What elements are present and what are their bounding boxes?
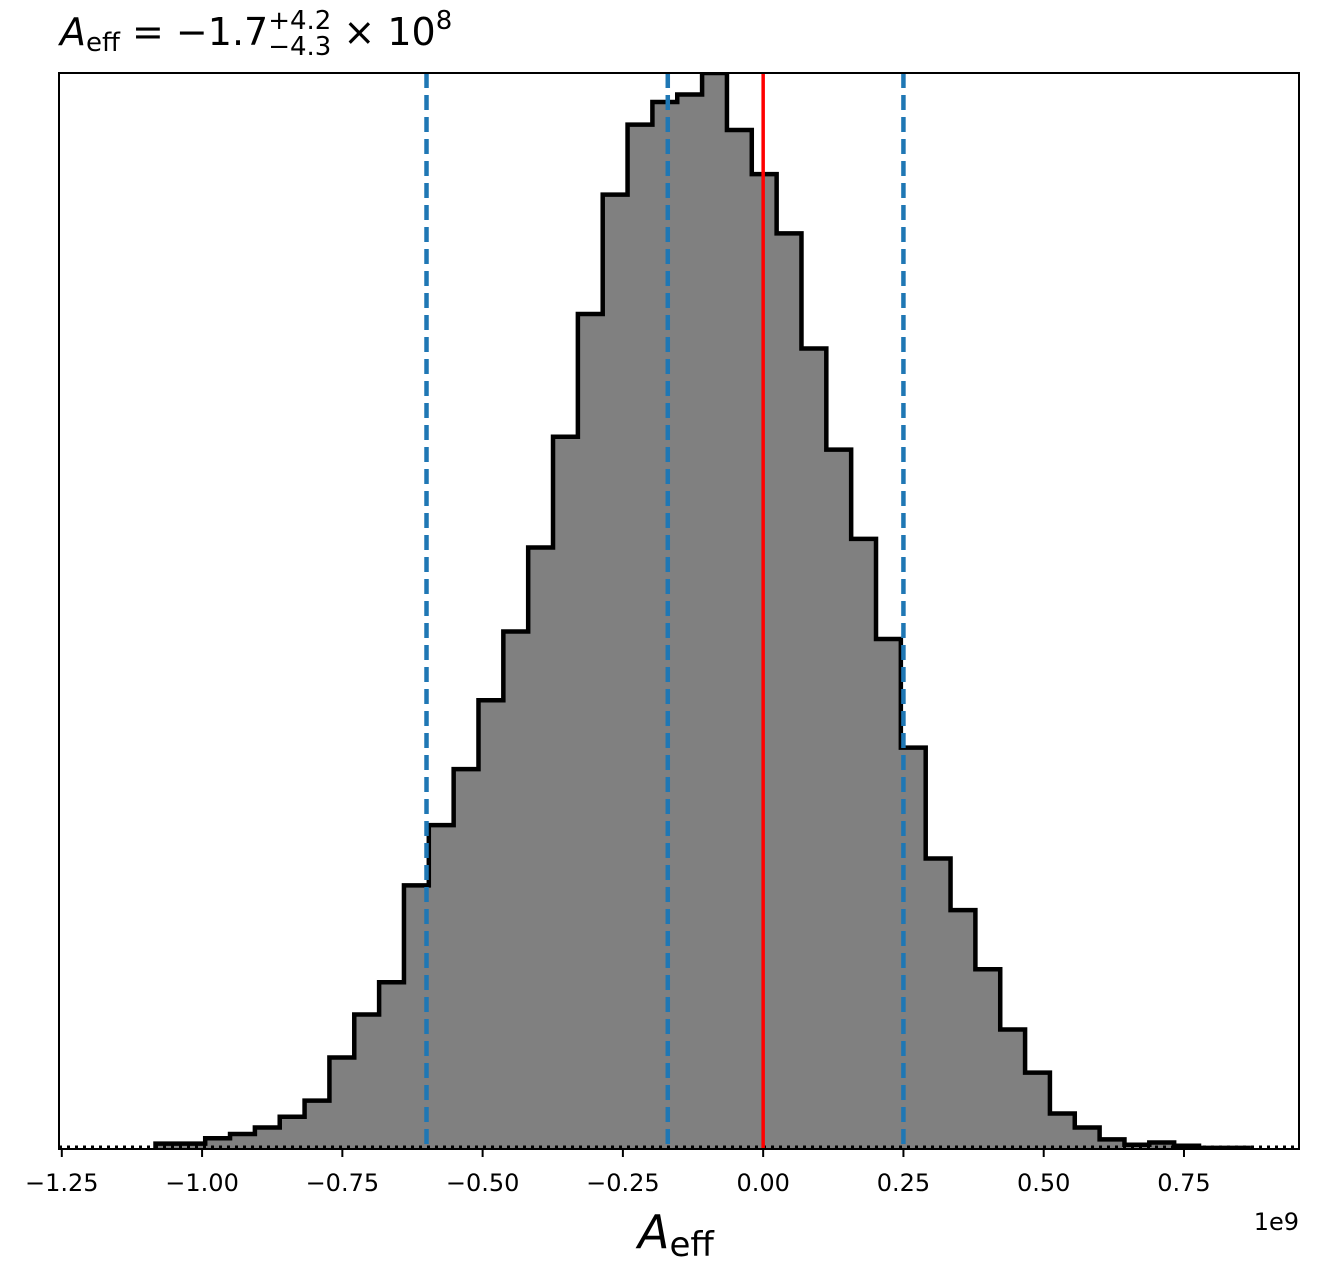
histogram-bar	[453, 769, 480, 1149]
histogram-bar	[279, 1116, 306, 1149]
histogram-bar	[1025, 1072, 1051, 1149]
x-axis-label: Aeff	[635, 1205, 715, 1265]
histogram-bar	[826, 449, 852, 1149]
title-lower-error: −4.3	[268, 32, 331, 62]
histogram-bar	[1074, 1127, 1101, 1149]
histogram-bar	[702, 73, 728, 1149]
histogram-bar	[1049, 1113, 1076, 1149]
histogram-bar	[354, 1014, 380, 1149]
x-tick-label: 0.75	[1157, 1169, 1210, 1197]
x-axis: −1.25 −1.00 −0.75 −0.50 −0.25 0.00 0.25 0.50 0.7…	[25, 1149, 1211, 1197]
x-tick-label: 0.25	[877, 1169, 930, 1197]
x-axis-label-subscript: eff	[669, 1225, 715, 1265]
plot-area	[58, 72, 1300, 1150]
histogram-bar	[801, 348, 827, 1149]
histogram-bar	[1000, 1029, 1026, 1149]
x-axis-label-symbol: A	[635, 1205, 669, 1259]
histogram-bar	[950, 910, 976, 1149]
histogram-bar	[726, 130, 753, 1149]
histogram-bar	[180, 1143, 206, 1149]
x-tick-label: 0.00	[736, 1169, 789, 1197]
histogram-bar	[403, 885, 430, 1149]
x-axis-offset-label: 1e9	[1254, 1208, 1299, 1236]
histogram-bar	[528, 547, 554, 1149]
title-exponent: 8	[436, 6, 453, 36]
histogram-bar	[553, 436, 579, 1149]
x-tick-label: −1.25	[25, 1169, 99, 1197]
x-tick-label: −1.00	[165, 1169, 239, 1197]
histogram-outline	[153, 73, 1251, 1149]
histogram-bar	[677, 94, 703, 1149]
histogram-bar	[155, 1143, 181, 1149]
histogram-bar	[478, 700, 504, 1149]
title-symbol: A	[57, 10, 86, 54]
histogram-bar	[851, 538, 877, 1149]
histogram-bar	[230, 1133, 256, 1149]
histogram-bar	[379, 982, 405, 1149]
x-tick-label: −0.75	[306, 1169, 380, 1197]
title-times-ten: × 10	[331, 10, 435, 54]
svg-text:Aeff = −1.7+4.2−4.3 × 108: Aeff = −1.7+4.2 −4.3 × 108	[57, 6, 452, 62]
x-tick-label: −0.25	[586, 1169, 660, 1197]
histogram-bar	[602, 194, 629, 1149]
title-upper-error: +4.2	[268, 6, 331, 36]
histogram-bar	[652, 102, 678, 1149]
histogram-bar	[1099, 1139, 1126, 1149]
x-tick-label: −0.50	[446, 1169, 520, 1197]
histogram-bar	[900, 747, 927, 1149]
plot-frame	[58, 72, 1300, 1150]
title-equals: =	[120, 10, 176, 54]
x-tick-label: 0.50	[1017, 1169, 1070, 1197]
histogram-bar	[975, 969, 1001, 1149]
title-median: −1.7	[176, 10, 268, 54]
histogram-bar	[1149, 1142, 1175, 1149]
histogram-bar	[776, 233, 803, 1149]
histogram-bar	[304, 1100, 331, 1149]
histogram-bar	[876, 638, 902, 1149]
title-symbol-subscript: eff	[86, 28, 121, 58]
histogram-bar	[627, 124, 653, 1149]
histogram-bar	[329, 1057, 355, 1149]
histogram-bar	[254, 1127, 281, 1149]
histogram-bar	[925, 858, 952, 1149]
chart-title: Aeff = −1.7+4.2 −4.3 × 108	[57, 6, 452, 62]
histogram-bar	[503, 631, 529, 1149]
histogram-bar	[205, 1138, 231, 1149]
histogram-bar	[428, 825, 455, 1149]
svg-text:Aeff: Aeff	[635, 1205, 715, 1265]
histogram-bar	[577, 314, 604, 1149]
